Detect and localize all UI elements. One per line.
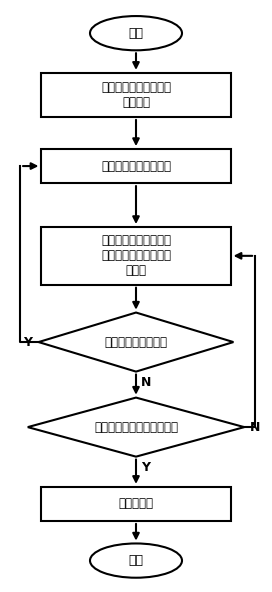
Ellipse shape [90, 16, 182, 50]
Text: 无线中继器设置定时器: 无线中继器设置定时器 [101, 160, 171, 172]
Bar [41, 487, 231, 521]
Text: 结束: 结束 [128, 554, 144, 567]
Text: 无线中继器扫描连接的
终端设备，对其进行连
接控制: 无线中继器扫描连接的 终端设备，对其进行连 接控制 [101, 234, 171, 277]
Text: Y: Y [23, 336, 32, 349]
Bar [41, 73, 231, 117]
Text: 移动终端与无线中继器
建立连接: 移动终端与无线中继器 建立连接 [101, 81, 171, 109]
Polygon shape [39, 313, 233, 372]
Ellipse shape [90, 543, 182, 578]
Bar [41, 149, 231, 183]
Text: 判定是否扫描所有终端设备: 判定是否扫描所有终端设备 [94, 420, 178, 433]
Text: Y: Y [141, 461, 150, 474]
Text: N: N [141, 376, 151, 389]
Text: 判定定时器是否到期: 判定定时器是否到期 [104, 336, 168, 349]
Bar [41, 227, 231, 285]
Polygon shape [28, 398, 244, 456]
Text: 重置定时器: 重置定时器 [119, 497, 153, 510]
Text: N: N [250, 420, 260, 433]
Text: 开始: 开始 [128, 27, 144, 40]
